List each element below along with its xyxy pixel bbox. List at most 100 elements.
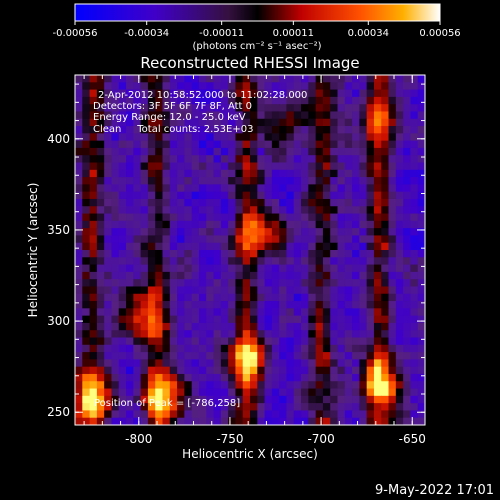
heatmap-cell [352, 366, 360, 375]
heatmap-cell [250, 169, 258, 178]
heatmap-cell [257, 330, 265, 338]
heatmap-cell [191, 147, 200, 156]
heatmap-cell [155, 388, 163, 397]
heatmap-cell [403, 395, 411, 404]
heatmap-cell [315, 395, 324, 404]
heatmap-cell [104, 242, 112, 251]
heatmap-cell [264, 257, 273, 265]
heatmap-cell [118, 184, 127, 193]
heatmap-cell [198, 330, 207, 338]
heatmap-cell [147, 147, 156, 156]
heatmap-cell [315, 126, 324, 134]
heatmap-cell [293, 330, 302, 338]
colorbar-tick-label: 0.00034 [348, 28, 389, 39]
heatmap-cell [308, 184, 317, 193]
heatmap-cell [206, 293, 214, 302]
heatmap-cell [177, 191, 185, 200]
heatmap-cell [220, 169, 229, 178]
heatmap-cell [279, 373, 287, 382]
heatmap-cell [301, 111, 309, 120]
heatmap-cell [322, 198, 331, 207]
heatmap-cell [286, 169, 295, 178]
heatmap-cell [322, 381, 331, 389]
heatmap-cell [147, 359, 156, 368]
heatmap-cell [373, 155, 382, 163]
heatmap-cell [344, 191, 353, 200]
heatmap-cell [118, 242, 127, 251]
heatmap-cell [118, 417, 127, 425]
heatmap-cell [271, 286, 280, 295]
heatmap-cell [177, 235, 185, 244]
heatmap-cell [373, 111, 382, 120]
heatmap-cell [169, 242, 178, 251]
heatmap-cell [271, 147, 280, 156]
heatmap-cell [286, 111, 295, 120]
heatmap-cell [82, 403, 90, 411]
heatmap-cell [198, 169, 207, 178]
heatmap-cell [147, 228, 156, 236]
heatmap-cell [257, 257, 265, 265]
heatmap-cell [177, 381, 185, 389]
heatmap-cell [82, 89, 90, 98]
heatmap-cell [198, 242, 207, 251]
heatmap-cell [257, 286, 265, 295]
heatmap-cell [417, 198, 425, 207]
heatmap-cell [373, 140, 382, 149]
heatmap-cell [89, 293, 98, 302]
heatmap-cell [417, 126, 425, 134]
heatmap-cell [75, 82, 83, 90]
heatmap-cell [126, 308, 134, 317]
heatmap-cell [118, 373, 127, 382]
heatmap-cell [82, 242, 90, 251]
heatmap-cell [198, 177, 207, 185]
heatmap-cell [155, 257, 163, 265]
heatmap-cell [388, 213, 397, 222]
heatmap-cell [315, 359, 324, 368]
heatmap-cell [322, 155, 331, 163]
heatmap-cell [388, 366, 397, 375]
heatmap-cell [169, 133, 178, 142]
heatmap-cell [155, 126, 163, 134]
heatmap-cell [417, 373, 425, 382]
heatmap-cell [220, 89, 229, 98]
heatmap-cell [315, 286, 324, 295]
heatmap-cell [96, 177, 105, 185]
heatmap-cell [220, 381, 229, 389]
heatmap-cell [235, 140, 244, 149]
heatmap-cell [228, 89, 236, 98]
heatmap-cell [133, 104, 142, 112]
heatmap-cell [315, 198, 324, 207]
heatmap-cell [286, 118, 295, 127]
heatmap-cell [250, 104, 258, 112]
heatmap-cell [271, 322, 280, 331]
heatmap-cell [337, 322, 346, 331]
heatmap-cell [82, 330, 90, 338]
heatmap-cell [250, 75, 258, 83]
heatmap-cell [352, 133, 360, 142]
heatmap-cell [257, 264, 265, 273]
heatmap-cell [228, 75, 236, 83]
heatmap-cell [344, 417, 353, 425]
heatmap-cell [169, 155, 178, 163]
heatmap-cell [147, 198, 156, 207]
heatmap-cell [250, 184, 258, 193]
heatmap-cell [286, 155, 295, 163]
heatmap-cell [118, 147, 127, 156]
heatmap-cell [381, 373, 389, 382]
heatmap-cell [403, 264, 411, 273]
heatmap-cell [213, 373, 222, 382]
heatmap-cell [279, 315, 287, 324]
heatmap-cell [162, 322, 171, 331]
heatmap-cell [82, 395, 90, 404]
heatmap-cell [147, 220, 156, 229]
heatmap-cell [344, 271, 353, 280]
heatmap-cell [403, 417, 411, 425]
heatmap-cell [250, 308, 258, 317]
heatmap-cell [322, 242, 331, 251]
heatmap-cell [308, 242, 317, 251]
heatmap-cell [96, 395, 105, 404]
heatmap-cell [162, 330, 171, 338]
heatmap-cell [337, 315, 346, 324]
heatmap-cell [410, 220, 419, 229]
heatmap-cell [206, 118, 214, 127]
